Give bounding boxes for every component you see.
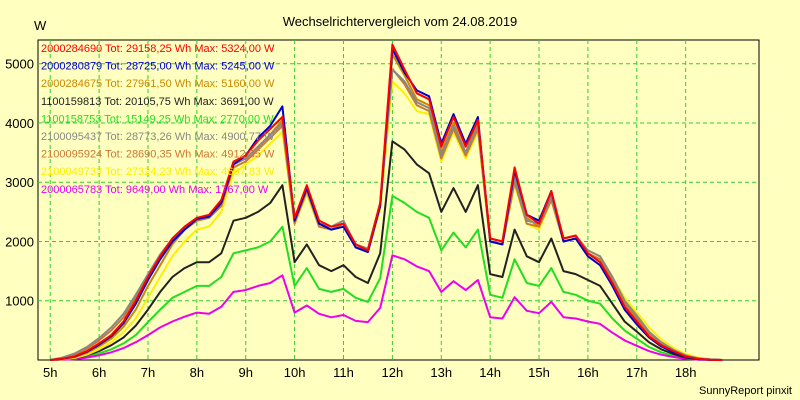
y-tick-label: 3000 [5, 175, 34, 190]
y-tick-label: 1000 [5, 294, 34, 309]
legend-entry-1100159813: 1100159813 Tot: 20105,75 Wh Max: 3691,00… [41, 96, 274, 108]
legend-entry-2100095437: 2100095437 Tot: 28773,26 Wh Max: 4900,77… [41, 131, 275, 143]
y-tick-label: 5000 [5, 57, 34, 72]
x-tick-label: 15h [528, 365, 550, 380]
x-tick-label: 7h [141, 365, 155, 380]
x-tick-label: 13h [430, 365, 452, 380]
legend-entry-2100095924: 2100095924 Tot: 28690,35 Wh Max: 4912,35… [41, 149, 275, 161]
legend-entry-2100049733: 2100049733 Tot: 27324,23 Wh Max: 4697,83… [41, 166, 275, 178]
y-axis-label: W [34, 18, 47, 33]
x-tick-label: 14h [479, 365, 501, 380]
y-tick-labels: 1000 2000 3000 4000 5000 [5, 57, 34, 309]
legend-entry-2000284690: 2000284690 Tot: 29158,25 Wh Max: 5324,00… [41, 43, 275, 55]
legend-entry-2000065783: 2000065783 Tot: 9649,00 Wh Max: 1767,00 … [41, 184, 269, 196]
x-tick-label: 12h [382, 365, 404, 380]
x-tick-labels: 5h 6h 7h 8h 9h 10h 11h 12h 13h 14h 15h 16h 17h 18h [43, 365, 697, 380]
x-tick-label: 18h [675, 365, 697, 380]
x-tick-label: 17h [626, 365, 648, 380]
chart-title: Wechselrichtervergleich vom 24.08.2019 [283, 14, 518, 29]
x-tick-label: 5h [43, 365, 57, 380]
legend-entry-2000280879: 2000280879 Tot: 28725,00 Wh Max: 5245,00… [41, 61, 275, 73]
x-tick-label: 8h [190, 365, 204, 380]
x-tick-label: 11h [333, 365, 354, 380]
chart: Wechselrichtervergleich vom 24.08.2019 W… [0, 0, 800, 400]
legend-entry-1100158753: 1100158753 Tot: 15149,25 Wh Max: 2770,00… [41, 113, 274, 125]
y-tick-label: 2000 [5, 234, 34, 249]
x-tick-label: 10h [284, 365, 306, 380]
legend: 2000284690 Tot: 29158,25 Wh Max: 5324,00… [41, 43, 275, 196]
x-tick-label: 6h [92, 365, 106, 380]
x-tick-label: 16h [577, 365, 599, 380]
footer-credit: SunnyReport pinxit [699, 385, 792, 397]
x-tick-label: 9h [239, 365, 253, 380]
y-tick-label: 4000 [5, 116, 34, 131]
series-lines [50, 45, 722, 361]
legend-entry-2000284675: 2000284675 Tot: 27961,50 Wh Max: 5160,00… [41, 78, 275, 90]
